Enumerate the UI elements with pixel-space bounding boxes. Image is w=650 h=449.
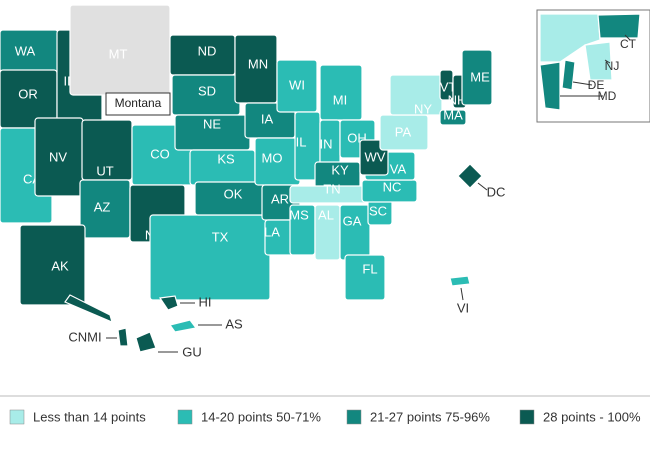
state-label: VA <box>390 161 407 176</box>
state-shape <box>149 214 271 301</box>
state-label: TN <box>323 181 340 196</box>
state-label: VT <box>440 79 457 94</box>
state-shape <box>439 109 467 126</box>
state-label: IL <box>296 134 307 149</box>
leader-line <box>624 34 631 41</box>
tooltip-box <box>105 92 171 116</box>
state-shape <box>344 254 386 301</box>
state-label: MA <box>443 107 463 122</box>
legend-label: Less than 14 points <box>33 409 146 424</box>
territory-shape <box>561 59 576 91</box>
state-label: LA <box>264 224 280 239</box>
state-label: OR <box>18 86 38 101</box>
state-label: UT <box>96 163 113 178</box>
legend-swatch <box>519 409 535 425</box>
state-label: GA <box>343 213 362 228</box>
state-label: AZ <box>94 199 111 214</box>
state-label: MI <box>333 92 347 107</box>
state-label: NC <box>383 179 402 194</box>
state-label: MS <box>289 207 309 222</box>
state-label: AK <box>51 258 69 273</box>
leader-line <box>572 81 593 86</box>
state-label: MO <box>262 150 283 165</box>
territory-label: DC <box>487 184 506 199</box>
state-label: FL <box>362 261 377 276</box>
legend-swatch <box>346 409 362 425</box>
state-label: PA <box>395 124 412 139</box>
state-label: KS <box>217 151 235 166</box>
territory-shape <box>135 331 157 353</box>
state-label: MT <box>109 46 128 61</box>
territory-shape <box>449 275 471 287</box>
legend: Less than 14 points 14-20 points 50-71% 21… <box>9 409 641 425</box>
state-label: OK <box>224 186 243 201</box>
state-label: NE <box>203 116 221 131</box>
state-label: SD <box>198 83 216 98</box>
state-label: ME <box>470 69 490 84</box>
leader-line <box>477 182 488 191</box>
legend-label: 21-27 points 75-96% <box>370 409 490 424</box>
state-shape <box>19 224 86 306</box>
state-label: AL <box>318 207 334 222</box>
state-label: WI <box>289 77 305 92</box>
territory-label: DE <box>588 78 605 92</box>
territory-shape <box>539 61 561 111</box>
state-label: KY <box>331 162 349 177</box>
state-label: AR <box>271 191 289 206</box>
territory-label: HI <box>199 294 212 309</box>
state-label: NY <box>414 101 432 116</box>
legend-label: 14-20 points 50-71% <box>201 409 321 424</box>
leader-line <box>604 59 611 64</box>
state-label: ND <box>198 43 217 58</box>
territory-label: AS <box>225 316 243 331</box>
territory-shape <box>158 295 179 311</box>
state-label: MN <box>248 56 268 71</box>
leader-line <box>460 287 464 301</box>
territory-label: MD <box>598 89 617 103</box>
state-label: NV <box>49 149 67 164</box>
territory-shape <box>457 163 483 189</box>
territory-label: GU <box>182 344 202 359</box>
territory-shape <box>584 41 613 81</box>
territory-label: CT <box>620 37 637 51</box>
tooltip-text: Montana <box>115 96 162 110</box>
territory-label: NJ <box>605 59 620 73</box>
legend-swatch <box>177 409 193 425</box>
state-label: TX <box>212 229 229 244</box>
territory-label: VI <box>457 300 469 315</box>
legend-swatch <box>9 409 25 425</box>
state-label: IN <box>320 136 333 151</box>
territory-shape <box>597 13 641 39</box>
state-label: IA <box>261 111 274 126</box>
state-shape <box>461 49 493 106</box>
state-label: SC <box>369 203 387 218</box>
legend-label: 28 points - 100% <box>543 409 641 424</box>
state-label: WV <box>365 149 386 164</box>
state-shape <box>64 294 113 324</box>
territory-shape <box>117 327 129 347</box>
state-label: CO <box>150 146 170 161</box>
territory-label: CNMI <box>68 329 101 344</box>
state-label: WA <box>15 43 36 58</box>
territory-shape <box>168 319 198 333</box>
